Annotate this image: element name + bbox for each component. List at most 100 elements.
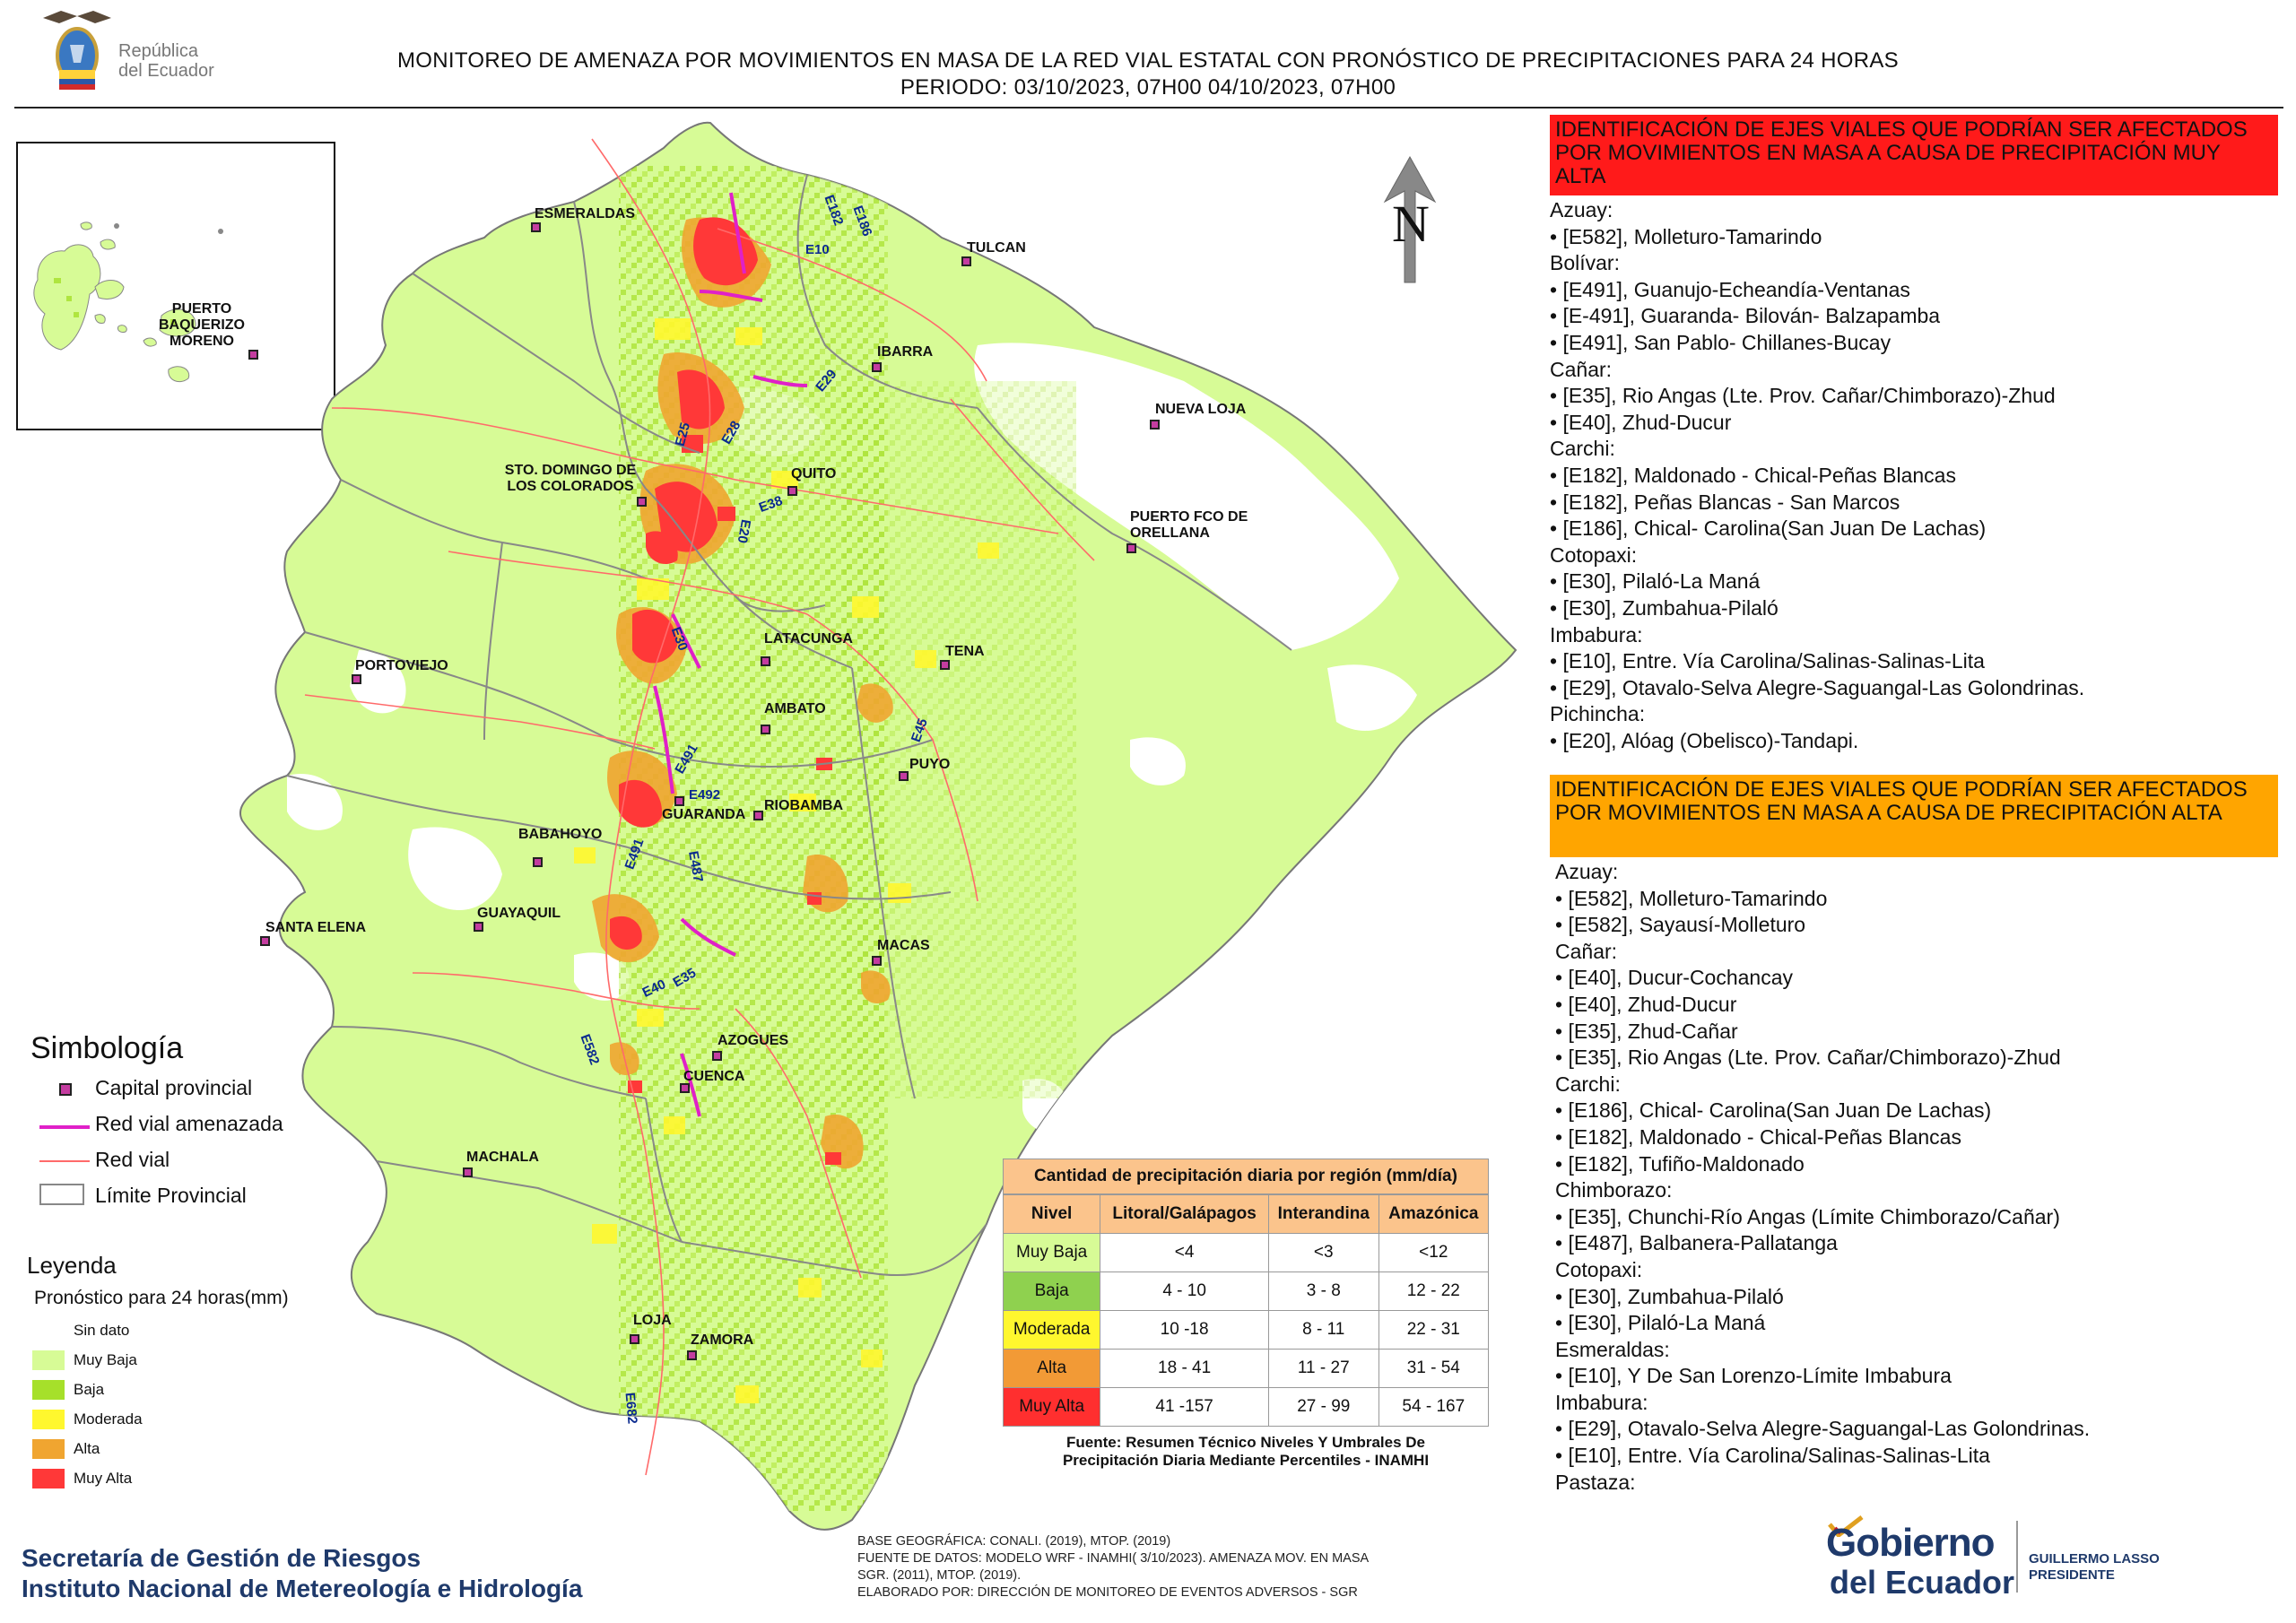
capital-marker-icon bbox=[637, 497, 647, 507]
road-list-item: Cañar: bbox=[1550, 357, 1613, 381]
map-source-notes: BASE GEOGRÁFICA: CONALI. (2019), MTOP. (… bbox=[857, 1533, 1369, 1601]
source-note: SGR. (2011), MTOP. (2019). bbox=[857, 1568, 1022, 1583]
road-list-item: • [E29], Otavalo-Selva Alegre-Saguangal-… bbox=[1550, 675, 2085, 699]
road-list-item: • [E10], Entre. Vía Carolina/Salinas-Sal… bbox=[1555, 1444, 1990, 1468]
table-cell: 18 - 41 bbox=[1100, 1349, 1269, 1388]
road-list-item: Azuay: bbox=[1550, 198, 1613, 221]
capital-marker-icon bbox=[1126, 543, 1136, 553]
capital-marker-icon bbox=[248, 350, 258, 360]
table-cell: <12 bbox=[1378, 1233, 1490, 1272]
road-list-item: • [E582], Sayausí-Molleturo bbox=[1555, 913, 1806, 937]
road-label: E10 bbox=[805, 242, 830, 257]
legend-alta: Alta bbox=[74, 1440, 100, 1457]
road-list-item: • [E40], Ducur-Cochancay bbox=[1555, 966, 1794, 990]
logo-line2: del Ecuador bbox=[118, 61, 214, 81]
road-list-item: Bolívar: bbox=[1550, 251, 1620, 275]
header-divider bbox=[14, 107, 2283, 108]
ecuador-map bbox=[239, 121, 1518, 1531]
road-list-item: • [E35], Zhud-Cañar bbox=[1555, 1019, 1738, 1043]
capital-marker-icon bbox=[260, 936, 270, 946]
muy-alta-swatch bbox=[32, 1469, 65, 1488]
road-list-item: • [E35], Chunchi-Río Angas (Límite Chimb… bbox=[1555, 1204, 2060, 1228]
alta-swatch bbox=[32, 1439, 65, 1459]
city-label: NUEVA LOJA bbox=[1155, 402, 1247, 417]
city-label: TULCAN bbox=[967, 240, 1026, 256]
baja-swatch bbox=[32, 1380, 65, 1400]
legend-sin-dato: Sin dato bbox=[74, 1322, 130, 1339]
road-list-item: • [E487], Balbanera-Pallatanga bbox=[1555, 1231, 1838, 1255]
road-list-item: Imbabura: bbox=[1550, 622, 1643, 647]
table-cell-level: Muy Baja bbox=[1002, 1233, 1101, 1272]
table-header: Nivel bbox=[1002, 1194, 1101, 1234]
road-list-item: • [E30], Pilaló-La Maná bbox=[1550, 569, 1761, 594]
table-cell: 11 - 27 bbox=[1267, 1349, 1379, 1388]
president-title: PRESIDENTE bbox=[2029, 1567, 2115, 1583]
table-cell: 31 - 54 bbox=[1378, 1349, 1490, 1388]
city-label: ESMERALDAS bbox=[535, 206, 636, 221]
city-label: PORTOVIEJO bbox=[355, 658, 448, 673]
precip-table-title: Cantidad de precipitación diaria por reg… bbox=[1003, 1159, 1489, 1194]
capital-marker-icon bbox=[940, 660, 950, 670]
leyenda-title: Leyenda bbox=[27, 1252, 117, 1279]
road-list-item: • [E29], Otavalo-Selva Alegre-Saguangal-… bbox=[1555, 1417, 2091, 1441]
source-note: FUENTE DE DATOS: MODELO WRF - INAMHI( 3/… bbox=[857, 1551, 1370, 1566]
city-label: SANTA ELENA bbox=[265, 920, 366, 935]
capital-marker-icon bbox=[533, 857, 543, 867]
capital-marker-icon bbox=[352, 674, 361, 684]
road-list-item: • [E40], Zhud-Ducur bbox=[1555, 992, 1737, 1016]
city-label: PUYO bbox=[909, 757, 951, 772]
leyenda-subtitle: Pronóstico para 24 horas(mm) bbox=[34, 1288, 289, 1308]
capital-marker-icon bbox=[899, 771, 909, 781]
city-label-puerto-baquerizo: PUERTO BAQUERIZO MORENO bbox=[159, 301, 245, 349]
page-title: MONITOREO DE AMENAZA POR MOVIMIENTOS EN … bbox=[397, 48, 1899, 73]
table-header: Amazónica bbox=[1378, 1194, 1490, 1234]
table-cell: 8 - 11 bbox=[1267, 1310, 1379, 1350]
capital-marker-icon bbox=[787, 486, 797, 496]
road-list-item: Cotopaxi: bbox=[1555, 1257, 1643, 1281]
table-cell-level: Muy Alta bbox=[1002, 1387, 1101, 1427]
simbologia-title: Simbología bbox=[30, 1031, 184, 1065]
road-list-item: • [E35], Rio Angas (Lte. Prov. Cañar/Chi… bbox=[1550, 384, 2056, 408]
muy-baja-swatch bbox=[32, 1350, 65, 1370]
table-cell: 41 -157 bbox=[1100, 1387, 1269, 1427]
capital-marker-icon bbox=[674, 796, 684, 806]
footer-institution-inamhi: Instituto Nacional de Metereología e Hid… bbox=[22, 1575, 583, 1602]
city-label: LOJA bbox=[633, 1313, 672, 1328]
capital-marker-icon bbox=[761, 725, 770, 734]
legend-baja: Baja bbox=[74, 1381, 105, 1398]
moderada-swatch bbox=[32, 1410, 65, 1429]
table-row: Baja 4 - 10 3 - 8 12 - 22 bbox=[1002, 1271, 1490, 1311]
capital-marker-icon bbox=[712, 1051, 722, 1061]
table-cell-level: Alta bbox=[1002, 1349, 1101, 1388]
road-list-item: • [E491], San Pablo- Chillanes-Bucay bbox=[1550, 330, 1892, 354]
road-label: E492 bbox=[689, 787, 721, 803]
capital-marker-icon bbox=[630, 1334, 639, 1344]
alta-header: IDENTIFICACIÓN DE EJES VIALES QUE PODRÍA… bbox=[1550, 775, 2278, 857]
city-label: AZOGUES bbox=[718, 1033, 789, 1048]
alta-road-list: Azuay: • [E582], Molleturo-Tamarindo • [E5… bbox=[1555, 859, 2291, 1496]
legend-red-vial: Red vial bbox=[95, 1148, 170, 1171]
road-list-item: Cotopaxi: bbox=[1550, 542, 1638, 567]
red-vial bbox=[304, 138, 1095, 1476]
gobierno-checkmark-icon bbox=[1828, 1515, 1864, 1537]
road-list-item: • [E-491], Guaranda- Bilován- Balzapamba bbox=[1550, 304, 1941, 328]
road-list-item: • [E182], Tufiño-Maldonado bbox=[1555, 1151, 1805, 1176]
capital-marker-icon bbox=[753, 811, 763, 820]
table-header: Litoral/Galápagos bbox=[1100, 1194, 1269, 1234]
city-label: MACHALA bbox=[466, 1150, 539, 1165]
road-list-item: Carchi: bbox=[1550, 437, 1615, 461]
table-header-row: Nivel Litoral/Galápagos Interandina Amaz… bbox=[1002, 1194, 1490, 1234]
road-list-item: Azuay: bbox=[1555, 860, 1619, 883]
road-list-item: Carchi: bbox=[1555, 1072, 1621, 1096]
table-cell: 10 -18 bbox=[1100, 1310, 1269, 1350]
road-list-item: Pichincha: bbox=[1550, 702, 1646, 726]
threatened-road-swatch bbox=[39, 1125, 90, 1129]
city-label: LATACUNGA bbox=[764, 631, 853, 647]
table-cell: 54 - 167 bbox=[1378, 1387, 1490, 1427]
table-cell: 22 - 31 bbox=[1378, 1310, 1490, 1350]
precip-table: Nivel Litoral/Galápagos Interandina Amaz… bbox=[1002, 1194, 1490, 1427]
capital-marker-icon bbox=[531, 222, 541, 232]
road-list-item: • [E30], Zumbahua-Pilaló bbox=[1550, 595, 1779, 620]
capital-marker-icon bbox=[59, 1083, 72, 1096]
road-list-item: • [E186], Chical- Carolina(San Juan De L… bbox=[1550, 516, 1987, 541]
